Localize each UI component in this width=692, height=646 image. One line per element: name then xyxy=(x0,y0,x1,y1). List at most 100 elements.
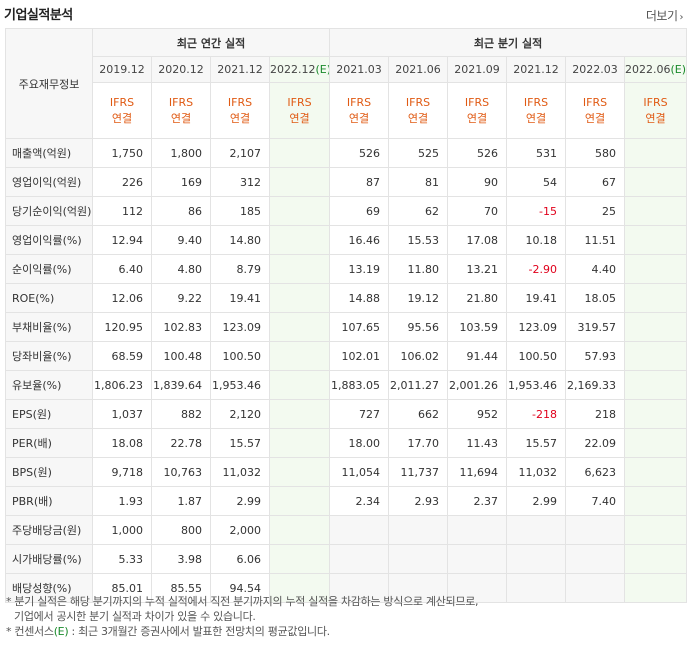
table-row: PBR(배) 1.93 1.87 2.99 2.34 2.93 2.37 2.99 7.40 xyxy=(5,486,688,516)
quarter-value-cell: 218 xyxy=(565,399,626,429)
quarter-value-cell xyxy=(624,399,688,429)
row-label: BPS(원) xyxy=(5,457,93,487)
quarter-period-header: 2021.06 xyxy=(388,56,449,83)
quarter-value-cell: 2,011.27 xyxy=(388,370,449,400)
annual-value-cell: 9.40 xyxy=(151,225,211,255)
table-row: 매출액(억원) 1,750 1,800 2,107 526 525 526 531 580 xyxy=(5,138,688,168)
ifrs-label: IFRS 연결 xyxy=(506,82,567,139)
annual-value-cell: 800 xyxy=(151,515,211,545)
footnote-2-label: * 컨센서스 xyxy=(6,625,54,638)
annual-value-cell: 1,806.23 xyxy=(92,370,152,400)
quarter-value-cell: 952 xyxy=(447,399,508,429)
quarter-value-cell: 19.12 xyxy=(388,283,449,313)
annual-value-cell: 112 xyxy=(92,196,152,226)
annual-value-cell: 123.09 xyxy=(210,312,270,342)
table-row: 순이익률(%) 6.40 4.80 8.79 13.19 11.80 13.21 -2.90 4… xyxy=(5,254,688,284)
table-row: 부채비율(%) 120.95 102.83 123.09 107.65 95.56 103.… xyxy=(5,312,688,342)
quarter-value-cell xyxy=(388,573,449,603)
row-label: 영업이익(억원) xyxy=(5,167,93,197)
quarter-value-cell xyxy=(624,515,688,545)
table-row: 주당배당금(원) 1,000 800 2,000 xyxy=(5,515,688,545)
annual-value-cell: 18.08 xyxy=(92,428,152,458)
row-label-header: 주요재무정보 xyxy=(5,28,93,139)
quarter-value-cell xyxy=(624,486,688,516)
annual-value-cell: 1.93 xyxy=(92,486,152,516)
quarter-value-cell: 15.53 xyxy=(388,225,449,255)
annual-value-cell: 15.57 xyxy=(210,428,270,458)
annual-value-cell: 1,953.46 xyxy=(210,370,270,400)
quarter-value-cell xyxy=(447,515,508,545)
annual-value-cell: 2,107 xyxy=(210,138,270,168)
quarter-value-cell: 19.41 xyxy=(506,283,567,313)
annual-value-cell: 1,037 xyxy=(92,399,152,429)
more-link[interactable]: 더보기 › xyxy=(646,7,684,24)
quarter-value-cell: 106.02 xyxy=(388,341,449,371)
quarter-value-cell: -2.90 xyxy=(506,254,567,284)
quarter-value-cell xyxy=(506,515,567,545)
row-label: PBR(배) xyxy=(5,486,93,516)
quarter-value-cell xyxy=(624,138,688,168)
quarter-value-cell: 87 xyxy=(329,167,390,197)
ifrs-label: IFRS 연결 xyxy=(388,82,449,139)
quarter-value-cell xyxy=(624,544,688,574)
row-label: 당기순이익(억원) xyxy=(5,196,93,226)
annual-value-cell: 68.59 xyxy=(92,341,152,371)
quarter-value-cell: 16.46 xyxy=(329,225,390,255)
quarter-value-cell: 4.40 xyxy=(565,254,626,284)
financial-summary-table: 주요재무정보 최근 연간 실적 최근 분기 실적 2019.12 2020.12 2… xyxy=(5,28,688,603)
annual-value-cell: 312 xyxy=(210,167,270,197)
footnote-2-text: : 최근 3개월간 증권사에서 발표한 전망치의 평균값입니다. xyxy=(68,625,331,638)
quarter-value-cell xyxy=(624,254,688,284)
annual-value-cell xyxy=(268,399,331,429)
quarter-value-cell: 1,883.05 xyxy=(329,370,390,400)
quarter-value-cell: 62 xyxy=(388,196,449,226)
annual-value-cell: 100.48 xyxy=(151,341,211,371)
footnotes: * 분기 실적은 해당 분기까지의 누적 실적에서 직전 분기까지의 누적 실적… xyxy=(6,594,479,639)
annual-value-cell: 1,750 xyxy=(92,138,152,168)
quarter-value-cell: 11,054 xyxy=(329,457,390,487)
quarter-value-cell: 21.80 xyxy=(447,283,508,313)
quarter-value-cell xyxy=(388,515,449,545)
annual-value-cell: 9.22 xyxy=(151,283,211,313)
annual-value-cell xyxy=(268,225,331,255)
annual-value-cell: 22.78 xyxy=(151,428,211,458)
ifrs-label: IFRS 연결 xyxy=(210,82,270,139)
quarter-value-cell: 102.01 xyxy=(329,341,390,371)
annual-value-cell: 100.50 xyxy=(210,341,270,371)
annual-value-cell: 94.54 xyxy=(210,573,270,603)
annual-value-cell xyxy=(268,428,331,458)
annual-value-cell xyxy=(268,515,331,545)
annual-value-cell: 6.06 xyxy=(210,544,270,574)
annual-period-header: 2022.12(E) xyxy=(268,56,331,83)
quarter-group-header: 최근 분기 실적 xyxy=(329,28,688,57)
row-label: 매출액(억원) xyxy=(5,138,93,168)
quarter-value-cell xyxy=(624,428,688,458)
annual-value-cell: 12.06 xyxy=(92,283,152,313)
quarter-value-cell: 11,032 xyxy=(506,457,567,487)
row-label: 영업이익률(%) xyxy=(5,225,93,255)
annual-value-cell: 882 xyxy=(151,399,211,429)
annual-value-cell: 4.80 xyxy=(151,254,211,284)
annual-value-cell: 5.33 xyxy=(92,544,152,574)
quarter-value-cell: 22.09 xyxy=(565,428,626,458)
quarter-value-cell: 13.19 xyxy=(329,254,390,284)
quarter-value-cell: 11,737 xyxy=(388,457,449,487)
ifrs-label: IFRS 연결 xyxy=(624,82,688,139)
annual-value-cell: 14.80 xyxy=(210,225,270,255)
annual-value-cell: 169 xyxy=(151,167,211,197)
quarter-value-cell: 526 xyxy=(329,138,390,168)
quarter-value-cell xyxy=(506,544,567,574)
row-label: EPS(원) xyxy=(5,399,93,429)
quarter-value-cell: 67 xyxy=(565,167,626,197)
annual-value-cell: 1,800 xyxy=(151,138,211,168)
section-title: 기업실적분석 xyxy=(4,8,73,23)
annual-value-cell xyxy=(268,138,331,168)
annual-value-cell: 2.99 xyxy=(210,486,270,516)
annual-value-cell: 11,032 xyxy=(210,457,270,487)
table-row: 시가배당률(%) 5.33 3.98 6.06 xyxy=(5,544,688,574)
table-row: EPS(원) 1,037 882 2,120 727 662 952 -218 218 xyxy=(5,399,688,429)
quarter-value-cell: 2.93 xyxy=(388,486,449,516)
annual-value-cell xyxy=(268,370,331,400)
table-row: PER(배) 18.08 22.78 15.57 18.00 17.70 11.43 15.5… xyxy=(5,428,688,458)
annual-value-cell xyxy=(268,312,331,342)
